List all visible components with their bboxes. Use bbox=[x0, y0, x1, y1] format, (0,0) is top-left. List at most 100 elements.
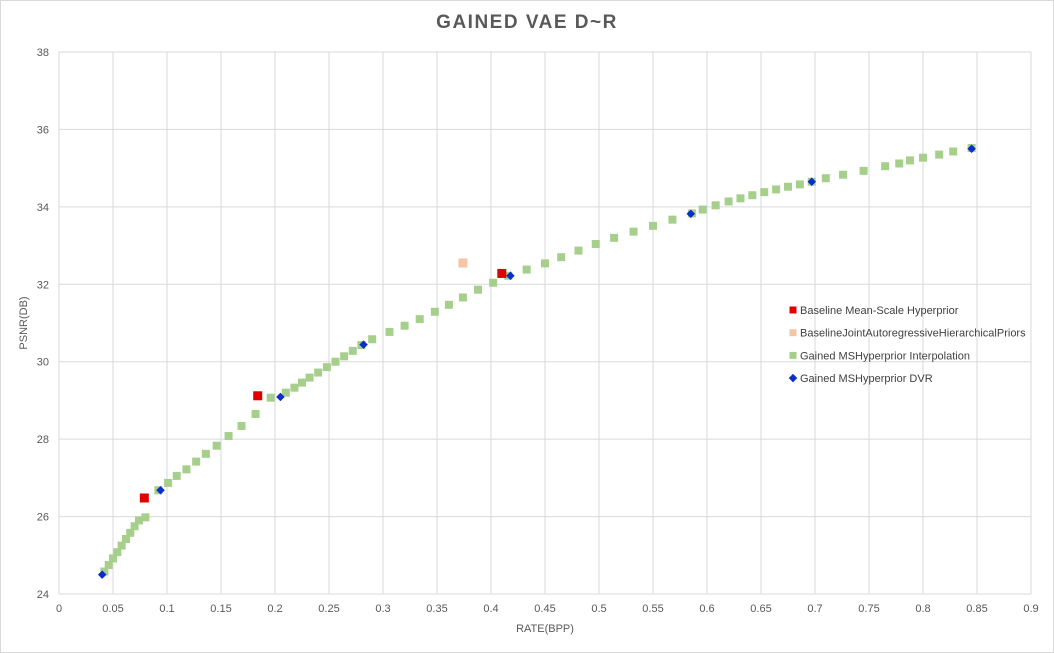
data-point bbox=[906, 156, 915, 165]
data-point bbox=[760, 188, 769, 197]
data-point bbox=[266, 393, 275, 402]
data-point bbox=[949, 147, 958, 156]
data-point bbox=[331, 357, 340, 366]
legend-marker bbox=[789, 329, 797, 337]
data-point bbox=[237, 421, 246, 430]
data-point bbox=[444, 300, 453, 309]
x-tick-label: 0.65 bbox=[750, 603, 771, 615]
data-point bbox=[141, 513, 150, 522]
x-tick-label: 0 bbox=[56, 603, 62, 615]
data-point bbox=[489, 278, 498, 287]
data-point bbox=[201, 449, 210, 458]
data-point bbox=[121, 535, 130, 544]
x-tick-label: 0.35 bbox=[426, 603, 447, 615]
data-point bbox=[139, 493, 149, 503]
data-point bbox=[281, 388, 290, 397]
data-point bbox=[172, 471, 181, 480]
data-point bbox=[919, 153, 927, 162]
data-point bbox=[522, 265, 531, 274]
data-point bbox=[385, 327, 394, 336]
y-tick-label: 28 bbox=[37, 434, 49, 446]
x-tick-label: 0.1 bbox=[159, 603, 174, 615]
x-tick-label: 0.45 bbox=[534, 603, 555, 615]
x-tick-label: 0.5 bbox=[591, 603, 606, 615]
data-point bbox=[109, 554, 117, 563]
data-point bbox=[251, 409, 260, 418]
data-point bbox=[314, 368, 323, 377]
data-point bbox=[629, 227, 638, 236]
x-axis-title: RATE(BPP) bbox=[516, 623, 574, 635]
data-point bbox=[807, 177, 817, 187]
data-point bbox=[935, 150, 944, 159]
data-point bbox=[117, 541, 126, 550]
data-point bbox=[97, 570, 107, 579]
x-tick-label: 0.4 bbox=[483, 603, 498, 615]
data-point bbox=[113, 548, 122, 557]
x-tick-label: 0.7 bbox=[807, 603, 822, 615]
y-axis-tick-labels: 24 26 28 30 32 34 36 38 bbox=[37, 47, 49, 601]
gridlines bbox=[58, 51, 1032, 595]
legend-label: Gained MSHyperprior Interpolation bbox=[800, 350, 970, 362]
legend-label: Baseline Mean-Scale Hyperprior bbox=[800, 305, 959, 317]
data-point bbox=[506, 271, 515, 281]
x-tick-label: 0.85 bbox=[966, 603, 987, 615]
data-point bbox=[497, 268, 507, 278]
data-point bbox=[100, 567, 109, 576]
x-tick-label: 0.3 bbox=[375, 603, 390, 615]
data-point bbox=[130, 522, 139, 531]
legend-item: Gained MSHyperprior Interpolation bbox=[789, 350, 970, 362]
data-point bbox=[212, 441, 221, 450]
y-axis-title: PSNR(DB) bbox=[18, 296, 30, 349]
data-point bbox=[348, 346, 357, 355]
data-point bbox=[724, 197, 733, 206]
data-point bbox=[322, 363, 331, 372]
data-point bbox=[795, 180, 804, 189]
data-point bbox=[711, 201, 720, 210]
data-point bbox=[736, 194, 745, 203]
x-axis-tick-labels: 0 0.05 0.1 0.15 0.2 0.25 0.3 0.35 0.4 0.45 0.5 0.55… bbox=[56, 603, 1039, 615]
data-point bbox=[574, 246, 583, 255]
y-tick-label: 26 bbox=[37, 512, 49, 524]
data-points bbox=[97, 144, 976, 579]
data-point bbox=[359, 340, 368, 350]
data-point bbox=[881, 162, 890, 171]
x-tick-label: 0.75 bbox=[858, 603, 879, 615]
data-point bbox=[156, 485, 165, 495]
series-0 bbox=[139, 268, 507, 503]
data-point bbox=[821, 174, 830, 183]
data-point bbox=[967, 144, 976, 154]
data-point bbox=[224, 432, 233, 441]
x-tick-label: 0.2 bbox=[267, 603, 282, 615]
x-tick-label: 0.15 bbox=[210, 603, 231, 615]
series-2 bbox=[100, 144, 976, 576]
y-tick-label: 30 bbox=[37, 357, 49, 369]
data-point bbox=[305, 373, 314, 382]
data-point bbox=[134, 516, 143, 525]
data-point bbox=[415, 315, 424, 324]
data-point bbox=[591, 240, 600, 249]
data-point bbox=[340, 352, 349, 361]
data-point bbox=[368, 335, 377, 344]
data-point bbox=[748, 191, 757, 200]
y-tick-label: 34 bbox=[37, 202, 49, 214]
x-tick-label: 0.55 bbox=[642, 603, 663, 615]
data-point bbox=[474, 285, 483, 294]
data-point bbox=[276, 392, 285, 402]
legend-marker bbox=[789, 351, 797, 359]
data-point bbox=[772, 185, 781, 194]
series-3 bbox=[97, 144, 976, 579]
data-point bbox=[541, 259, 549, 268]
data-point bbox=[839, 170, 848, 179]
data-point bbox=[458, 258, 468, 268]
data-point bbox=[686, 209, 696, 219]
data-point bbox=[698, 205, 707, 214]
data-point bbox=[458, 293, 467, 302]
series-1 bbox=[458, 258, 468, 268]
y-tick-label: 24 bbox=[37, 589, 49, 601]
x-tick-label: 0.6 bbox=[699, 603, 714, 615]
data-point bbox=[192, 457, 201, 466]
legend-item: Gained MSHyperprior DVR bbox=[788, 373, 933, 385]
legend-marker bbox=[788, 373, 798, 383]
